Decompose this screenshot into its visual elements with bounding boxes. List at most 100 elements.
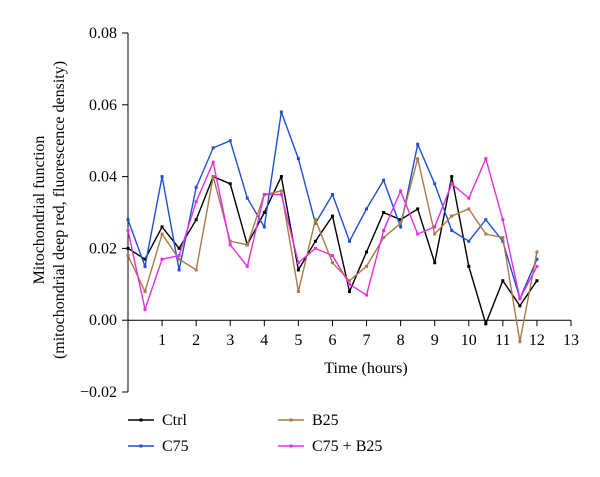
data-point-b25 — [313, 218, 317, 222]
data-point-c75 — [160, 175, 164, 179]
data-point-b25 — [160, 232, 164, 236]
series-line-ctrl — [127, 174, 538, 326]
legend-marker — [289, 418, 293, 422]
data-point-b25 — [399, 221, 403, 225]
series-layer — [126, 110, 539, 344]
data-point-b25 — [228, 239, 232, 243]
data-point-c75 — [535, 257, 539, 261]
data-point-c75-b25 — [382, 228, 386, 232]
data-point-ctrl — [450, 175, 454, 179]
data-point-c75-b25 — [433, 225, 437, 229]
data-point-c75 — [211, 146, 215, 150]
data-point-b25 — [279, 189, 283, 193]
x-tick-label: 1 — [158, 332, 166, 349]
data-point-c75 — [399, 225, 403, 229]
data-point-c75 — [296, 157, 300, 161]
legend-label: C75 + B25 — [312, 438, 382, 455]
data-point-b25 — [467, 207, 471, 211]
data-point-b25 — [348, 279, 351, 283]
data-point-c75-b25 — [262, 193, 266, 197]
data-point-ctrl — [262, 211, 266, 214]
data-point-c75-b25 — [143, 307, 147, 311]
series-c75 — [126, 110, 539, 301]
data-point-c75-b25 — [348, 282, 351, 286]
legend-item-b25: B25 — [278, 412, 339, 429]
data-point-c75 — [177, 268, 181, 272]
data-point-c75 — [262, 225, 266, 229]
data-point-c75-b25 — [313, 246, 317, 250]
data-point-c75-b25 — [245, 264, 249, 268]
data-point-c75-b25 — [330, 254, 334, 258]
data-point-b25 — [365, 264, 369, 268]
data-point-b25 — [296, 289, 300, 293]
data-point-c75 — [450, 228, 454, 232]
legend: Ctrl C75 B25 C75 + B25 — [128, 412, 382, 455]
legend-marker — [139, 444, 143, 448]
data-point-ctrl — [416, 207, 420, 211]
data-point-c75-b25 — [518, 297, 522, 301]
x-tick-label: 13 — [563, 332, 579, 349]
x-ticks: 1 2 3 4 5 6 7 8 9 10 11 12 13 — [158, 320, 579, 349]
x-tick-label: 7 — [363, 332, 371, 349]
data-point-c75-b25 — [211, 160, 215, 164]
data-point-b25 — [433, 232, 437, 236]
data-point-c75-b25 — [501, 218, 505, 222]
y-tick-label: 0.04 — [89, 169, 117, 186]
data-point-ctrl — [143, 257, 147, 261]
data-point-c75 — [313, 221, 317, 225]
data-point-c75 — [330, 193, 334, 197]
data-point-b25 — [126, 254, 130, 258]
data-point-ctrl — [501, 279, 505, 283]
data-point-b25 — [177, 257, 181, 261]
data-point-ctrl — [433, 261, 437, 265]
y-ticks: −0.02 0.00 0.02 0.04 0.06 0.08 — [80, 25, 128, 401]
x-tick-label: 12 — [529, 332, 545, 349]
data-point-c75 — [484, 218, 488, 222]
data-point-b25 — [194, 268, 198, 272]
data-point-c75 — [194, 185, 198, 189]
data-point-b25 — [211, 175, 215, 179]
data-point-c75 — [126, 218, 130, 222]
data-point-c75-b25 — [296, 261, 300, 265]
data-point-c75 — [382, 178, 386, 182]
data-point-ctrl — [399, 218, 403, 222]
x-tick-label: 11 — [495, 332, 510, 349]
x-tick-label: 6 — [328, 332, 336, 349]
y-tick-label: 0.02 — [89, 240, 117, 257]
data-point-b25 — [245, 243, 249, 247]
data-point-c75-b25 — [126, 228, 130, 232]
data-point-c75 — [143, 264, 147, 268]
data-point-ctrl — [484, 322, 488, 326]
x-tick-label: 4 — [260, 332, 268, 349]
data-point-ctrl — [518, 304, 522, 308]
data-point-b25 — [518, 340, 522, 344]
legend-label: B25 — [312, 412, 339, 429]
data-point-c75 — [416, 142, 420, 146]
data-point-c75 — [228, 139, 232, 143]
data-point-c75-b25 — [484, 157, 488, 161]
x-axis-title: Time (hours) — [324, 360, 407, 377]
legend-item-c75-b25: C75 + B25 — [278, 438, 382, 455]
x-tick-label: 8 — [397, 332, 405, 349]
data-point-c75 — [365, 207, 369, 211]
data-point-ctrl — [228, 182, 232, 186]
data-point-c75-b25 — [535, 264, 539, 268]
data-point-b25 — [143, 289, 147, 293]
data-point-c75-b25 — [194, 200, 198, 204]
data-point-b25 — [484, 232, 488, 236]
data-point-c75-b25 — [416, 232, 420, 236]
y-tick-label: 0.06 — [89, 97, 117, 114]
legend-item-c75: C75 — [128, 438, 189, 455]
data-point-c75 — [279, 110, 283, 114]
data-point-ctrl — [382, 211, 386, 214]
data-point-c75-b25 — [399, 189, 403, 193]
data-point-ctrl — [126, 246, 130, 250]
series-b25 — [126, 157, 539, 344]
legend-label: Ctrl — [162, 412, 187, 429]
data-point-b25 — [501, 236, 505, 240]
series-c75-b25 — [126, 156, 539, 313]
data-point-ctrl — [365, 250, 369, 254]
series-ctrl — [126, 174, 539, 326]
data-point-c75-b25 — [228, 243, 232, 247]
